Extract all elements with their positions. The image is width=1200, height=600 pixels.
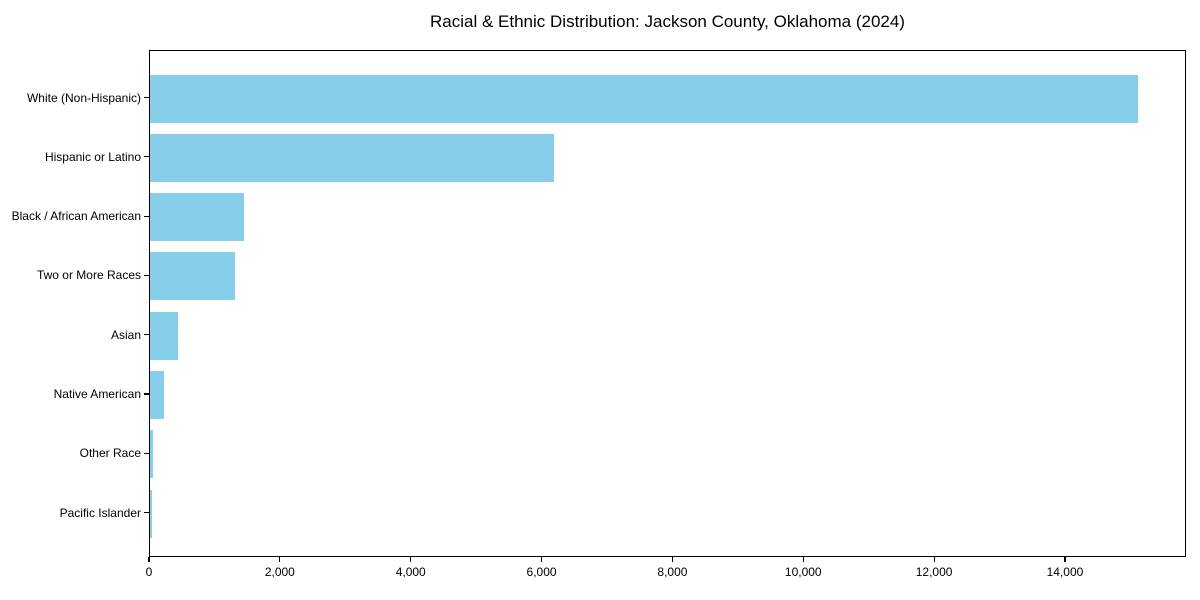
y-tick-label: Hispanic or Latino [44, 149, 141, 164]
y-tick-label: Other Race [79, 446, 141, 461]
bar-other-race [150, 430, 153, 479]
y-tick-label: White (Non-Hispanic) [26, 90, 141, 105]
plot-area [149, 50, 1186, 557]
x-axis-tick [671, 557, 673, 562]
x-tick-label: 10,000 [784, 565, 822, 579]
x-tick-label: 0 [145, 565, 153, 579]
bar-pacific-islander [150, 489, 153, 538]
y-tick-label: Two or More Races [36, 268, 141, 283]
y-axis-tick [144, 96, 149, 99]
bar-native-american [150, 371, 165, 419]
x-axis-tick [802, 557, 804, 562]
bar-black-african-american [150, 193, 244, 242]
bar-hispanic-or-latino [150, 133, 554, 182]
bar-two-or-more-races [150, 252, 236, 301]
y-tick-label: Native American [53, 387, 141, 401]
y-axis-tick [144, 393, 149, 395]
y-axis-tick [144, 156, 149, 158]
x-tick-label: 12,000 [915, 565, 953, 579]
x-tick-label: 6,000 [526, 565, 557, 579]
x-tick-label: 4,000 [395, 565, 426, 579]
y-tick-label: Pacific Islander [59, 505, 141, 520]
y-axis-tick [144, 512, 149, 514]
x-axis-tick [148, 557, 150, 562]
y-axis-tick [144, 452, 149, 454]
x-axis-tick [1064, 557, 1066, 562]
bar-white-non-hispanic [150, 74, 1138, 123]
y-tick-label: Asian [110, 327, 141, 342]
x-tick-label: 14,000 [1046, 565, 1084, 579]
y-axis-tick [144, 334, 149, 336]
bar-asian [150, 311, 179, 360]
y-axis-tick [144, 215, 149, 217]
x-axis-tick [540, 557, 543, 562]
chart-title: Racial & Ethnic Distribution: Jackson Co… [430, 12, 905, 31]
x-tick-label: 8,000 [657, 565, 688, 579]
x-axis-tick [933, 557, 935, 562]
x-axis-tick [410, 557, 412, 562]
y-tick-label: Black / African American [11, 209, 141, 224]
x-tick-label: 2,000 [264, 565, 295, 579]
y-axis-tick [144, 274, 149, 276]
x-axis-tick [279, 557, 281, 562]
